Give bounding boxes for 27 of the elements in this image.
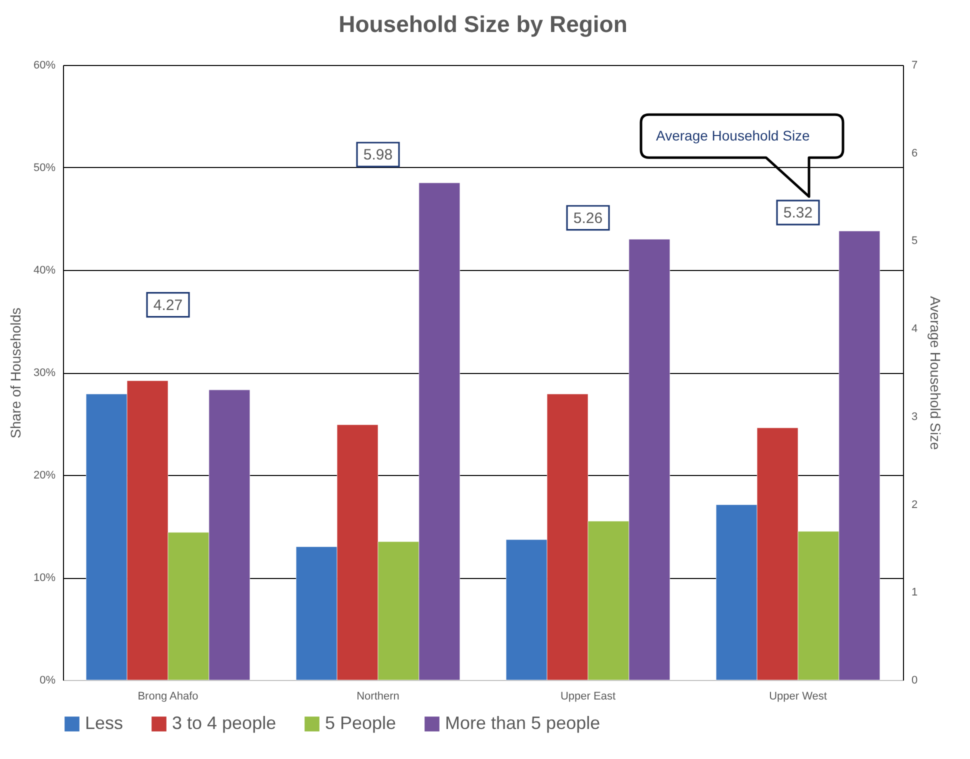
y-tick-label: 10% <box>33 572 56 584</box>
x-tick-label: Brong Ahafo <box>138 690 198 702</box>
y-tick-label: 60% <box>33 60 56 72</box>
x-tick-label: Northern <box>356 690 400 702</box>
x-tick-label: Upper East <box>560 690 616 702</box>
y-tick-label: 20% <box>33 470 56 482</box>
y2-tick-label: 2 <box>912 498 918 511</box>
y-tick-label: 40% <box>33 264 56 276</box>
legend-label: 3 to 4 people <box>172 713 276 733</box>
y2-tick-label: 7 <box>912 60 918 72</box>
y-tick-label: 0% <box>40 674 56 686</box>
y2-tick-label: 6 <box>912 147 918 160</box>
y2-tick-label: 5 <box>912 235 918 248</box>
legend-label: Less <box>85 713 124 733</box>
y-tick-label: 50% <box>33 162 56 174</box>
y-axis-title: Share of Households <box>7 308 24 438</box>
chart-title: Household Size by Region <box>338 11 628 37</box>
y2-tick-label: 4 <box>912 323 918 336</box>
legend-label: More than 5 people <box>445 713 600 733</box>
y2-axis-title: Average Household Size <box>928 296 944 450</box>
y-tick-label: 30% <box>33 367 56 379</box>
y2-tick-label: 0 <box>912 674 918 686</box>
legend-label: 5 People <box>325 713 396 733</box>
text: Average Household Size <box>656 128 810 144</box>
y2-tick-label: 1 <box>912 586 918 599</box>
y2-tick-label: 3 <box>912 410 918 423</box>
x-tick-label: Upper West <box>769 690 827 702</box>
